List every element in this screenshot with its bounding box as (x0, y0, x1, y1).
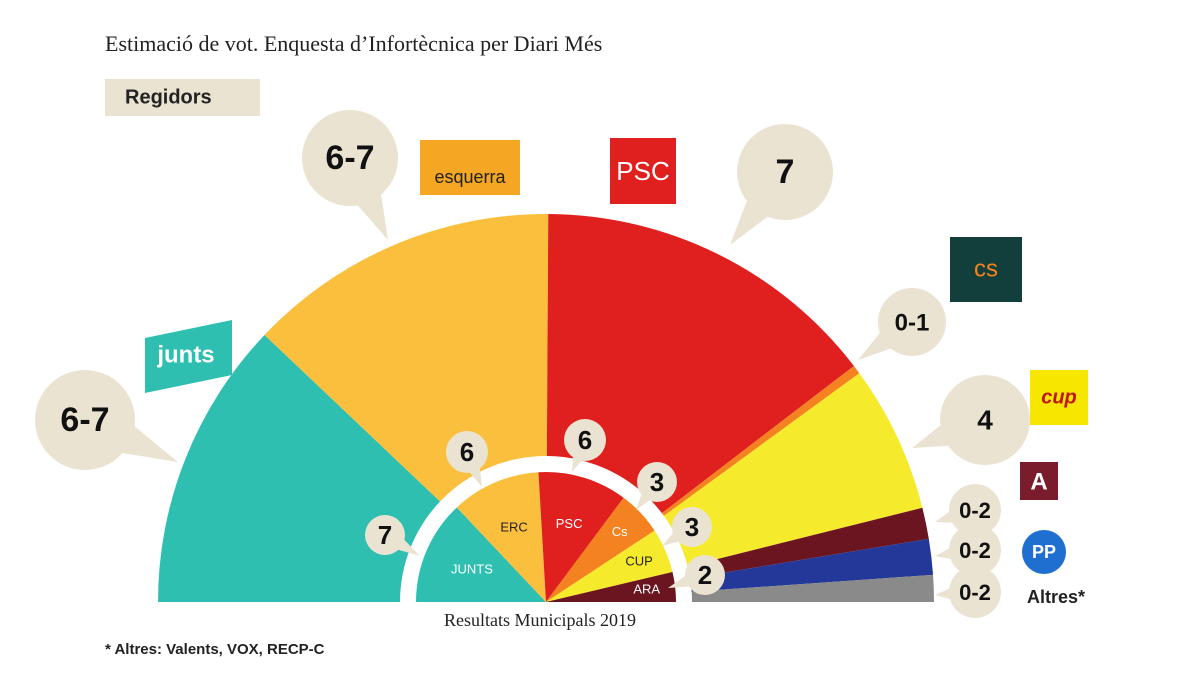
inner-bubble (637, 462, 677, 502)
inner-value: 3 (650, 467, 664, 497)
seat-label: 6-7 (325, 139, 374, 177)
seat-label: 6-7 (60, 401, 109, 439)
inner-category: Cs (612, 524, 628, 539)
seat-label: 7 (776, 153, 795, 191)
seat-bubble (302, 110, 398, 206)
logo: PP (1032, 542, 1056, 562)
logo: esquerra (434, 167, 506, 187)
logo: cs (974, 255, 998, 282)
seat-bubble (940, 375, 1030, 465)
logo: junts (156, 341, 214, 368)
logo: A (1030, 468, 1047, 495)
outer-segment (691, 574, 934, 602)
inner-bubble (685, 555, 725, 595)
logo: PSC (616, 156, 669, 186)
seat-bubble (949, 524, 1001, 576)
chart-title: Estimació de vot. Enquesta d’Infortècnic… (105, 31, 602, 56)
seat-bubble (878, 288, 946, 356)
inner-bubble (446, 431, 488, 473)
inner-bubble (365, 515, 405, 555)
seat-bubble (737, 124, 833, 220)
inner-value: 3 (685, 512, 699, 542)
inner-value: 7 (378, 520, 392, 550)
subtitle: Regidors (125, 86, 212, 108)
seat-label: 4 (977, 404, 993, 435)
logo-box (1020, 462, 1058, 500)
inner-category: CUP (625, 553, 652, 568)
logo-box (610, 138, 676, 204)
logo-box (420, 140, 520, 195)
subtitle-badge (105, 79, 260, 116)
logo-box (1030, 370, 1088, 425)
outer-segment (687, 507, 929, 579)
inner-wedge (546, 530, 673, 602)
outer-segment (661, 365, 860, 516)
inner-value: 6 (578, 425, 592, 455)
outer-segment (546, 214, 854, 514)
logo-box (145, 320, 232, 393)
inner-category: ARA (633, 582, 660, 597)
seat-label: 0-2 (959, 538, 991, 563)
inner-category: ERC (500, 519, 527, 534)
outer-segment (690, 538, 934, 592)
seat-bubble (949, 566, 1001, 618)
inner-wedge (538, 472, 624, 602)
logo: Altres* (1027, 587, 1085, 607)
logo: cup (1041, 386, 1077, 408)
inner-bubble (672, 507, 712, 547)
inner-bubble (564, 419, 606, 461)
seat-label: 0-2 (959, 580, 991, 605)
outer-segment (663, 373, 923, 567)
outer-segment (264, 214, 549, 502)
logo-box (950, 237, 1022, 302)
seat-bubble (949, 484, 1001, 536)
inner-wedge (456, 472, 546, 602)
inner-title: Resultats Municipals 2019 (444, 610, 636, 630)
inner-value: 2 (698, 560, 712, 590)
inner-category: JUNTS (451, 562, 493, 577)
inner-value: 6 (460, 437, 474, 467)
seat-label: 0-1 (895, 309, 930, 336)
inner-wedge (416, 507, 546, 602)
seat-label: 0-2 (959, 498, 991, 523)
inner-category: PSC (556, 516, 583, 531)
logo-box (1022, 530, 1066, 574)
footnote: * Altres: Valents, VOX, RECP-C (105, 641, 325, 658)
seat-bubble (35, 370, 135, 470)
inner-wedge (546, 497, 655, 602)
inner-wedge (546, 572, 676, 602)
